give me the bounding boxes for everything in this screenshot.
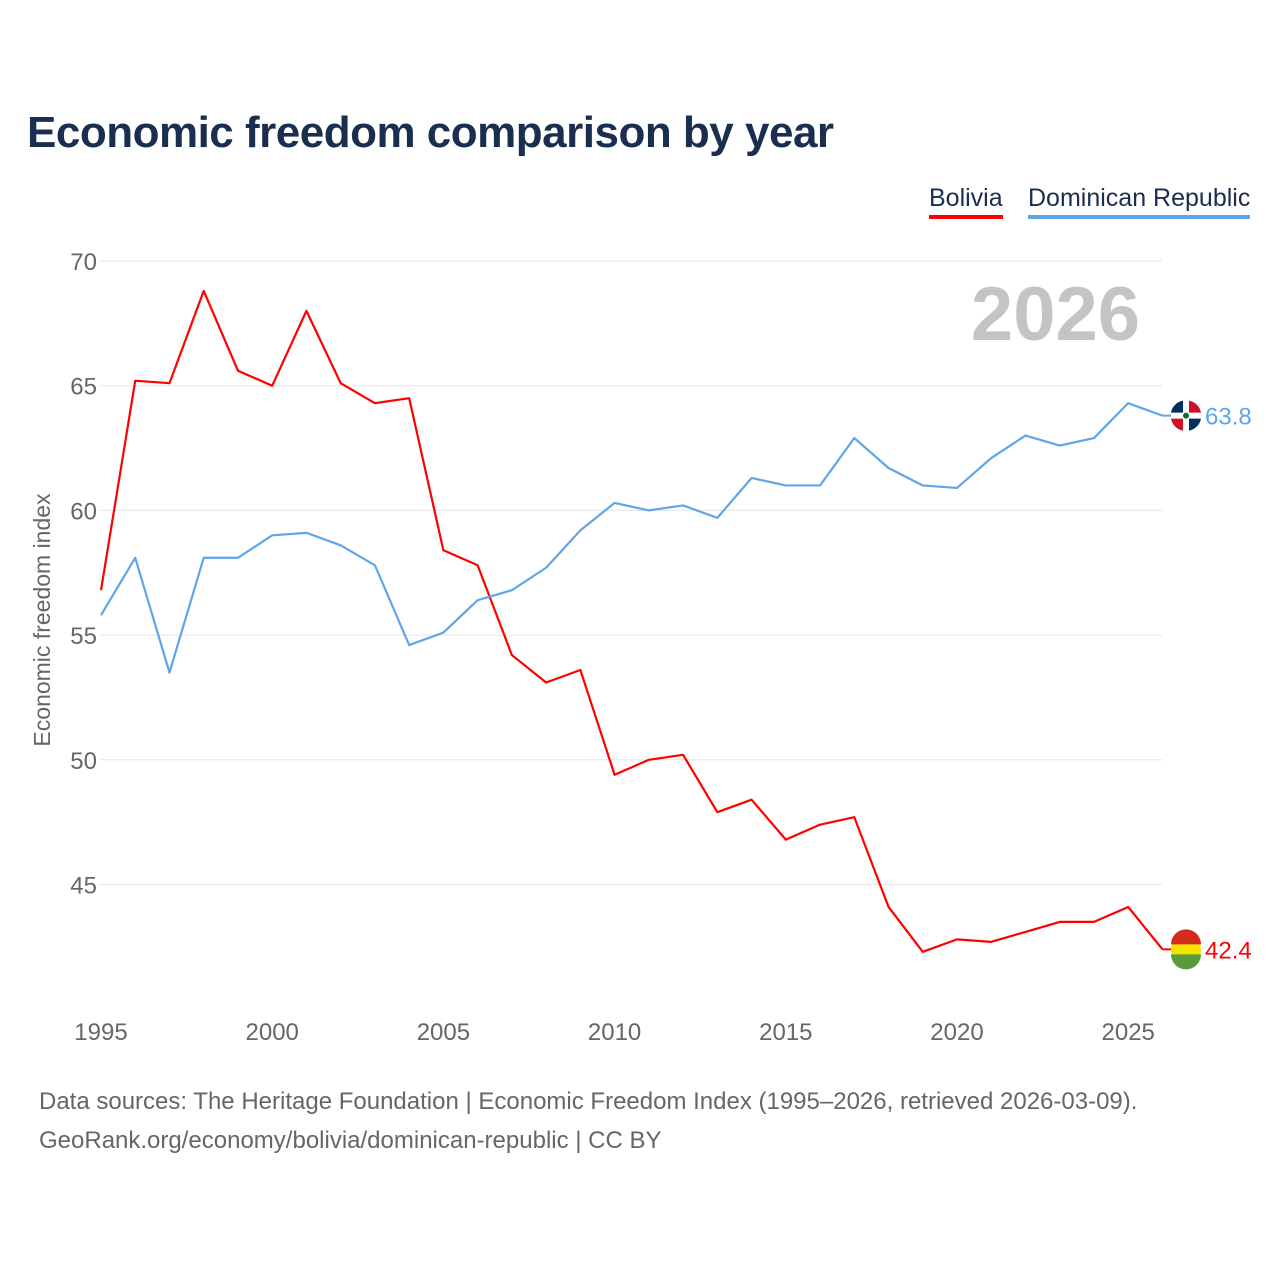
footer-sources: Data sources: The Heritage Foundation | … <box>39 1088 1138 1115</box>
x-tick-label: 1995 <box>74 1019 127 1046</box>
series-line-dominican-republic <box>100 402 1163 674</box>
x-tick-label: 2005 <box>417 1019 470 1046</box>
series-line-bolivia <box>99 289 1164 953</box>
chart-title: Economic freedom comparison by year <box>27 108 834 157</box>
x-tick-label: 2020 <box>930 1019 983 1046</box>
flag-emblem <box>1183 412 1189 419</box>
flag-q2 <box>1189 400 1201 413</box>
footer-url: GeoRank.org/economy/bolivia/dominican-re… <box>39 1127 662 1154</box>
x-tick-label: 2000 <box>246 1019 299 1046</box>
bolivia-flag-green <box>1171 954 1201 970</box>
end-value-label: 42.4 <box>1205 937 1252 964</box>
y-tick-label: 45 <box>70 873 97 900</box>
x-tick-label: 2015 <box>759 1019 812 1046</box>
x-tick-label: 2010 <box>588 1019 641 1046</box>
flag-q3 <box>1171 418 1183 431</box>
y-axis-label: Economic freedom index <box>29 493 55 747</box>
x-tick-label: 2025 <box>1102 1019 1155 1046</box>
y-tick-label: 50 <box>70 748 97 775</box>
flag-q1 <box>1171 400 1183 413</box>
flag-q4 <box>1189 418 1201 431</box>
y-tick-label: 65 <box>70 374 97 401</box>
legend-dominican-republic[interactable]: Dominican Republic <box>1028 184 1251 219</box>
legend-bolivia[interactable]: Bolivia <box>929 184 1003 219</box>
end-value-label: 63.8 <box>1205 404 1252 431</box>
y-tick-label: 70 <box>70 249 97 276</box>
y-tick-label: 55 <box>70 623 97 650</box>
year-watermark: 2026 <box>971 272 1140 357</box>
y-tick-label: 60 <box>70 498 97 525</box>
bolivia-flag-red <box>1171 929 1201 945</box>
